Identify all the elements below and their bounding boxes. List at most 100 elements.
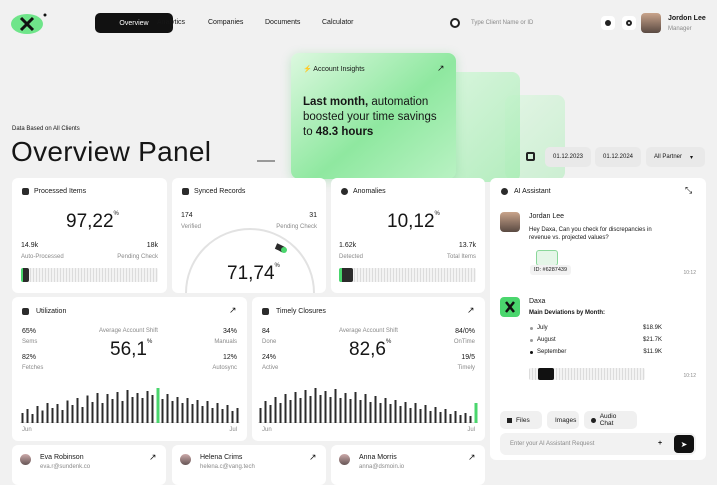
input-box[interactable]: Enter your AI Assistant Request + ➤ xyxy=(500,433,696,455)
bar xyxy=(439,412,442,423)
nav-item[interactable]: Companies xyxy=(208,19,244,26)
row-bullet xyxy=(530,351,533,354)
card-value: 97,22% xyxy=(66,211,119,233)
expand-arrow[interactable]: ↗ xyxy=(437,63,445,73)
insight-card-back xyxy=(445,72,520,182)
stat-value: 82% xyxy=(22,354,37,361)
bar xyxy=(226,405,229,423)
contact-card[interactable]: Helena Crims helena.c@vang.tech ↗ xyxy=(172,445,326,485)
axis-label: Jul xyxy=(467,427,475,433)
bar xyxy=(414,403,417,423)
card-icon xyxy=(262,308,269,315)
bar xyxy=(151,395,154,423)
date-end[interactable]: 01.12.2024 xyxy=(595,147,641,167)
stat-label: Autosync xyxy=(212,365,237,371)
contact-name: Helena Crims xyxy=(200,454,243,461)
contact-arrow[interactable]: ↗ xyxy=(468,452,476,462)
card-icon xyxy=(182,188,189,195)
stat-value: 84/0% xyxy=(455,328,475,335)
bar xyxy=(136,393,139,423)
timestamp: 10:12 xyxy=(683,373,696,379)
notification-button[interactable] xyxy=(601,16,615,30)
user-role: Manager xyxy=(668,26,692,32)
contact-avatar xyxy=(180,454,191,465)
user-avatar[interactable] xyxy=(641,13,661,33)
message-author: Jordan Lee xyxy=(529,213,565,220)
nav-item[interactable]: Overview xyxy=(95,13,173,33)
contact-name: Anna Morris xyxy=(359,454,397,461)
axis-label: Jun xyxy=(262,427,272,433)
utilization-card: Utilization ↗ 65% Sems 82% Fetches 34% M… xyxy=(12,297,247,441)
bar xyxy=(464,413,467,423)
nav-item[interactable]: Documents xyxy=(265,19,301,26)
contact-arrow[interactable]: ↗ xyxy=(149,452,157,462)
bar xyxy=(26,409,29,423)
plus-button[interactable]: + xyxy=(658,440,663,447)
user-avatar xyxy=(500,212,520,232)
file-id: ID: #6287439 xyxy=(530,265,572,275)
bar xyxy=(161,399,164,423)
nav-item[interactable]: Analytics xyxy=(157,19,186,26)
bar xyxy=(339,398,342,423)
bar xyxy=(206,401,209,423)
input-placeholder: Enter your AI Assistant Request xyxy=(510,441,595,447)
bar xyxy=(71,405,74,423)
assistant-title: AI Assistant xyxy=(514,188,551,195)
bar xyxy=(186,398,189,423)
bar xyxy=(354,392,357,423)
contact-card[interactable]: Eva Robinson eva.r@sundenk.co ↗ xyxy=(12,445,166,485)
value: 10,12 xyxy=(387,211,435,232)
bar xyxy=(299,398,302,423)
stat-value: 31 xyxy=(309,212,317,219)
files-button[interactable]: Files xyxy=(500,411,542,429)
search-input[interactable]: Type Client Name or ID xyxy=(471,20,534,26)
bar xyxy=(474,403,478,423)
logo[interactable] xyxy=(10,12,48,36)
contact-arrow[interactable]: ↗ xyxy=(309,452,317,462)
card-icon xyxy=(22,308,29,315)
bar xyxy=(419,409,422,423)
bar xyxy=(364,394,367,423)
bar xyxy=(454,411,457,423)
audio-button[interactable]: Audio Chat xyxy=(584,411,637,429)
bar-chart xyxy=(258,388,478,423)
bar xyxy=(349,399,352,423)
nav-item[interactable]: Calculator xyxy=(322,19,354,26)
bar xyxy=(56,404,59,423)
stat-label: Pending Check xyxy=(276,224,317,230)
expand-arrow[interactable]: ↗ xyxy=(229,305,237,315)
bar xyxy=(424,405,427,423)
bar xyxy=(434,407,437,423)
calendar-icon[interactable] xyxy=(526,152,535,161)
insight-title-text: Account Insights xyxy=(313,66,365,73)
processed-card: Processed Items 97,22% 14.9k Auto-Proces… xyxy=(12,178,167,293)
card-title: Anomalies xyxy=(353,188,386,195)
unit: % xyxy=(385,339,392,345)
row-bullet xyxy=(530,327,533,330)
insight-card[interactable]: ⚡ Account Insights ↗ Last month, automat… xyxy=(291,53,456,179)
settings-button[interactable] xyxy=(622,16,636,30)
gauge xyxy=(185,228,315,293)
value: 56,1 xyxy=(110,339,147,360)
date-start[interactable]: 01.12.2023 xyxy=(545,147,591,167)
stat-value: 12% xyxy=(222,354,237,361)
bar xyxy=(289,400,292,423)
card-title: Timely Closures xyxy=(276,308,326,315)
search-icon[interactable] xyxy=(450,18,460,28)
stat-value: 24% xyxy=(262,354,277,361)
insight-body: automation boosted your time savings to xyxy=(303,96,437,138)
bar xyxy=(264,401,267,423)
card-title: Utilization xyxy=(36,308,67,315)
bot-avatar xyxy=(500,297,520,317)
stat-label: Detected xyxy=(339,254,364,260)
bar xyxy=(41,410,44,423)
row-month: September xyxy=(537,349,567,355)
collapse-button[interactable]: ⤡ xyxy=(685,185,693,195)
images-button[interactable]: Images xyxy=(547,411,579,429)
partner-select[interactable]: All Partner ▾ xyxy=(646,147,705,167)
file-icon[interactable] xyxy=(536,250,558,266)
send-button[interactable]: ➤ xyxy=(674,435,694,453)
contact-card[interactable]: Anna Morris anna@dsmoin.io ↗ xyxy=(331,445,485,485)
expand-arrow[interactable]: ↗ xyxy=(467,305,475,315)
unit: % xyxy=(274,263,280,269)
